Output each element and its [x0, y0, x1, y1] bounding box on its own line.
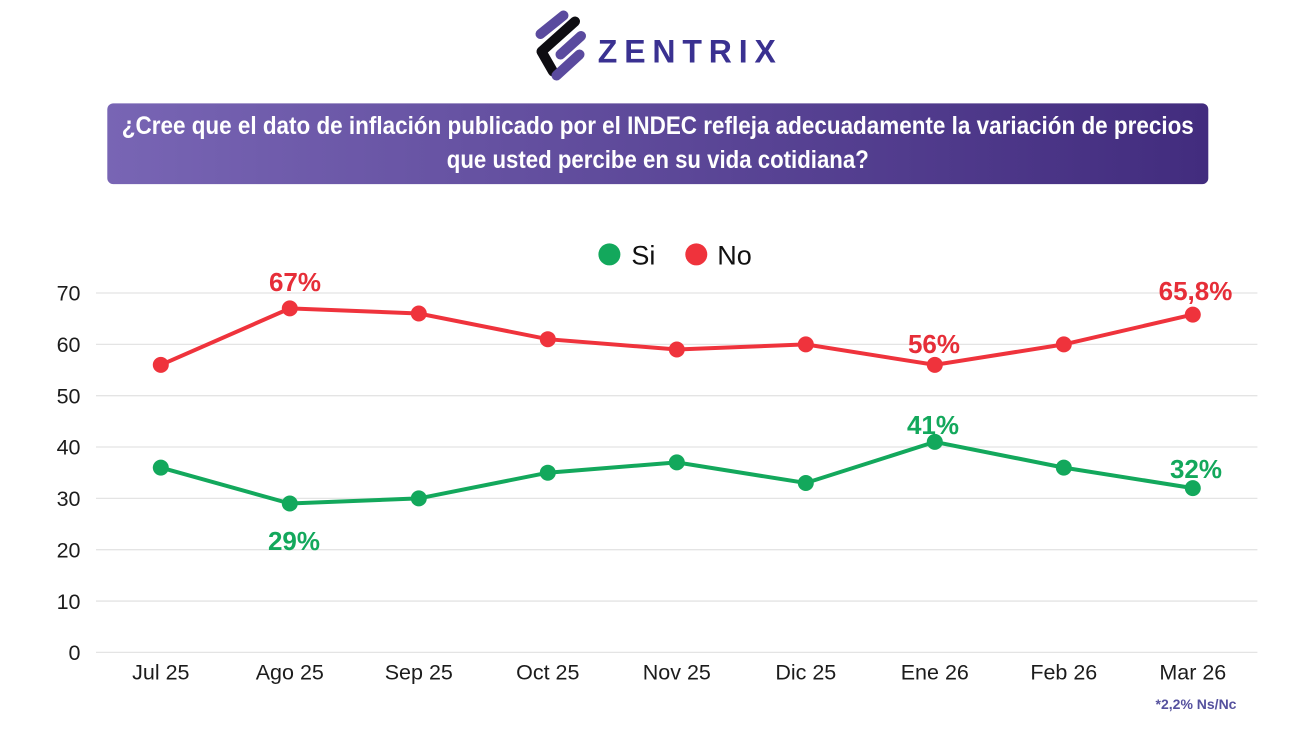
svg-text:32%: 32%	[1170, 454, 1222, 484]
svg-text:Oct 25: Oct 25	[516, 660, 579, 684]
svg-text:29%: 29%	[268, 526, 320, 556]
svg-text:Jul 25: Jul 25	[132, 660, 189, 684]
svg-text:Nov 25: Nov 25	[643, 660, 711, 684]
svg-text:65,8%: 65,8%	[1159, 276, 1233, 306]
svg-text:No: No	[717, 241, 752, 271]
svg-text:20: 20	[57, 538, 81, 562]
svg-text:Ene 26: Ene 26	[901, 660, 969, 684]
svg-text:50: 50	[57, 384, 81, 408]
svg-text:¿Cree que el dato de inflación: ¿Cree que el dato de inflación publicado…	[122, 112, 1194, 140]
svg-text:41%: 41%	[907, 410, 959, 440]
svg-text:60: 60	[57, 333, 81, 357]
svg-text:Mar 26: Mar 26	[1159, 660, 1226, 684]
svg-text:70: 70	[57, 282, 81, 306]
svg-text:Dic 25: Dic 25	[775, 660, 836, 684]
svg-text:30: 30	[57, 487, 81, 511]
svg-text:56%: 56%	[908, 329, 960, 359]
svg-text:67%: 67%	[269, 267, 321, 297]
svg-text:*2,2% Ns/Nc: *2,2% Ns/Nc	[1156, 696, 1237, 712]
svg-text:que usted percibe en su vida c: que usted percibe en su vida cotidiana?	[447, 146, 869, 174]
svg-text:ZENTRIX: ZENTRIX	[598, 34, 777, 70]
svg-text:Si: Si	[631, 241, 655, 271]
svg-text:Ago 25: Ago 25	[256, 660, 324, 684]
svg-text:10: 10	[57, 590, 81, 614]
svg-text:40: 40	[57, 436, 81, 460]
svg-text:0: 0	[69, 641, 81, 665]
svg-text:Feb 26: Feb 26	[1030, 660, 1097, 684]
svg-text:Sep 25: Sep 25	[385, 660, 453, 684]
